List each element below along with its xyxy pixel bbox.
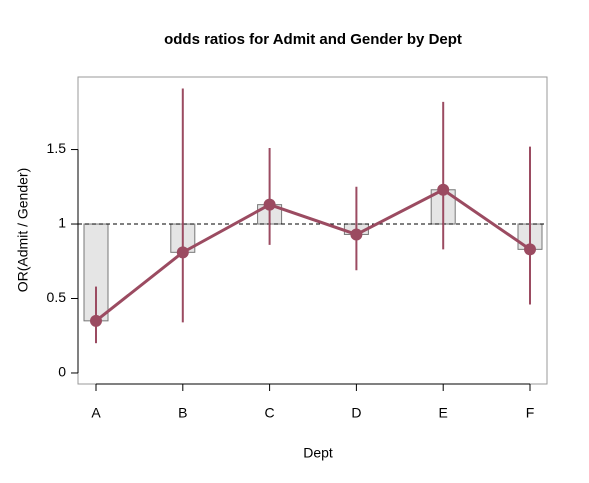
x-tick-label: B [178,405,187,421]
point [437,183,450,196]
x-axis-label: Dept [303,445,333,461]
series-line [95,188,531,323]
x-tick-label: C [265,405,275,421]
plot-frame [77,76,548,385]
y-tick-label: 0.5 [47,289,67,305]
y-tick-label: 1 [58,215,66,231]
x-tick-label: A [91,405,101,421]
chart-title: odds ratios for Admit and Gender by Dept [164,31,462,48]
y-tick-label: 1.5 [47,140,67,156]
x-tick-label: D [351,405,361,421]
x-tick-label: F [526,405,535,421]
point [263,198,276,211]
point [524,243,536,256]
y-tick-label: 0 [58,364,66,380]
point [350,228,363,241]
y-axis-label: OR(Admit / Gender) [15,168,31,292]
point [176,246,189,259]
point [90,314,102,327]
x-tick-label: E [439,405,448,421]
